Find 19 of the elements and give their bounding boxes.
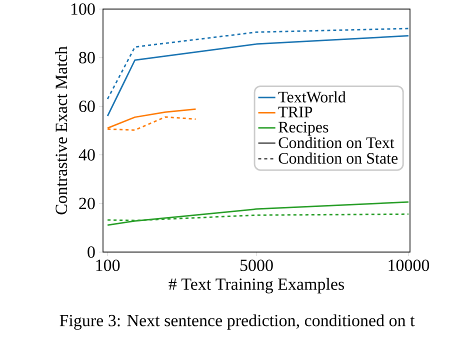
- x-axis-title: # Text Training Examples: [168, 278, 344, 294]
- annotation: Condition on State: [278, 152, 398, 164]
- x-tick-label: 100: [96, 260, 120, 272]
- y-axis-title: Contrastive Exact Match: [55, 46, 68, 214]
- x-tick-label: 10000: [388, 260, 430, 272]
- y-tick-label: 20: [79, 198, 95, 210]
- y-tick-label: 40: [78, 149, 95, 161]
- annotation: Condition on Text: [278, 136, 394, 148]
- y-tick-label: 80: [79, 52, 95, 64]
- legend-label: TRIP: [278, 106, 312, 118]
- y-tick-label: 0: [88, 246, 95, 258]
- line-series: [106, 201, 410, 226]
- y-tick-label: 60: [79, 100, 95, 112]
- legend-label: Recipes: [278, 122, 328, 136]
- caption: Figure 3: Next sentence prediction, conditioned on t: [60, 314, 415, 330]
- line-series: [106, 35, 410, 117]
- y-tick-label: 100: [71, 3, 95, 15]
- legend-label: TextWorld: [278, 91, 346, 103]
- x-tick-label: 5000: [240, 260, 273, 272]
